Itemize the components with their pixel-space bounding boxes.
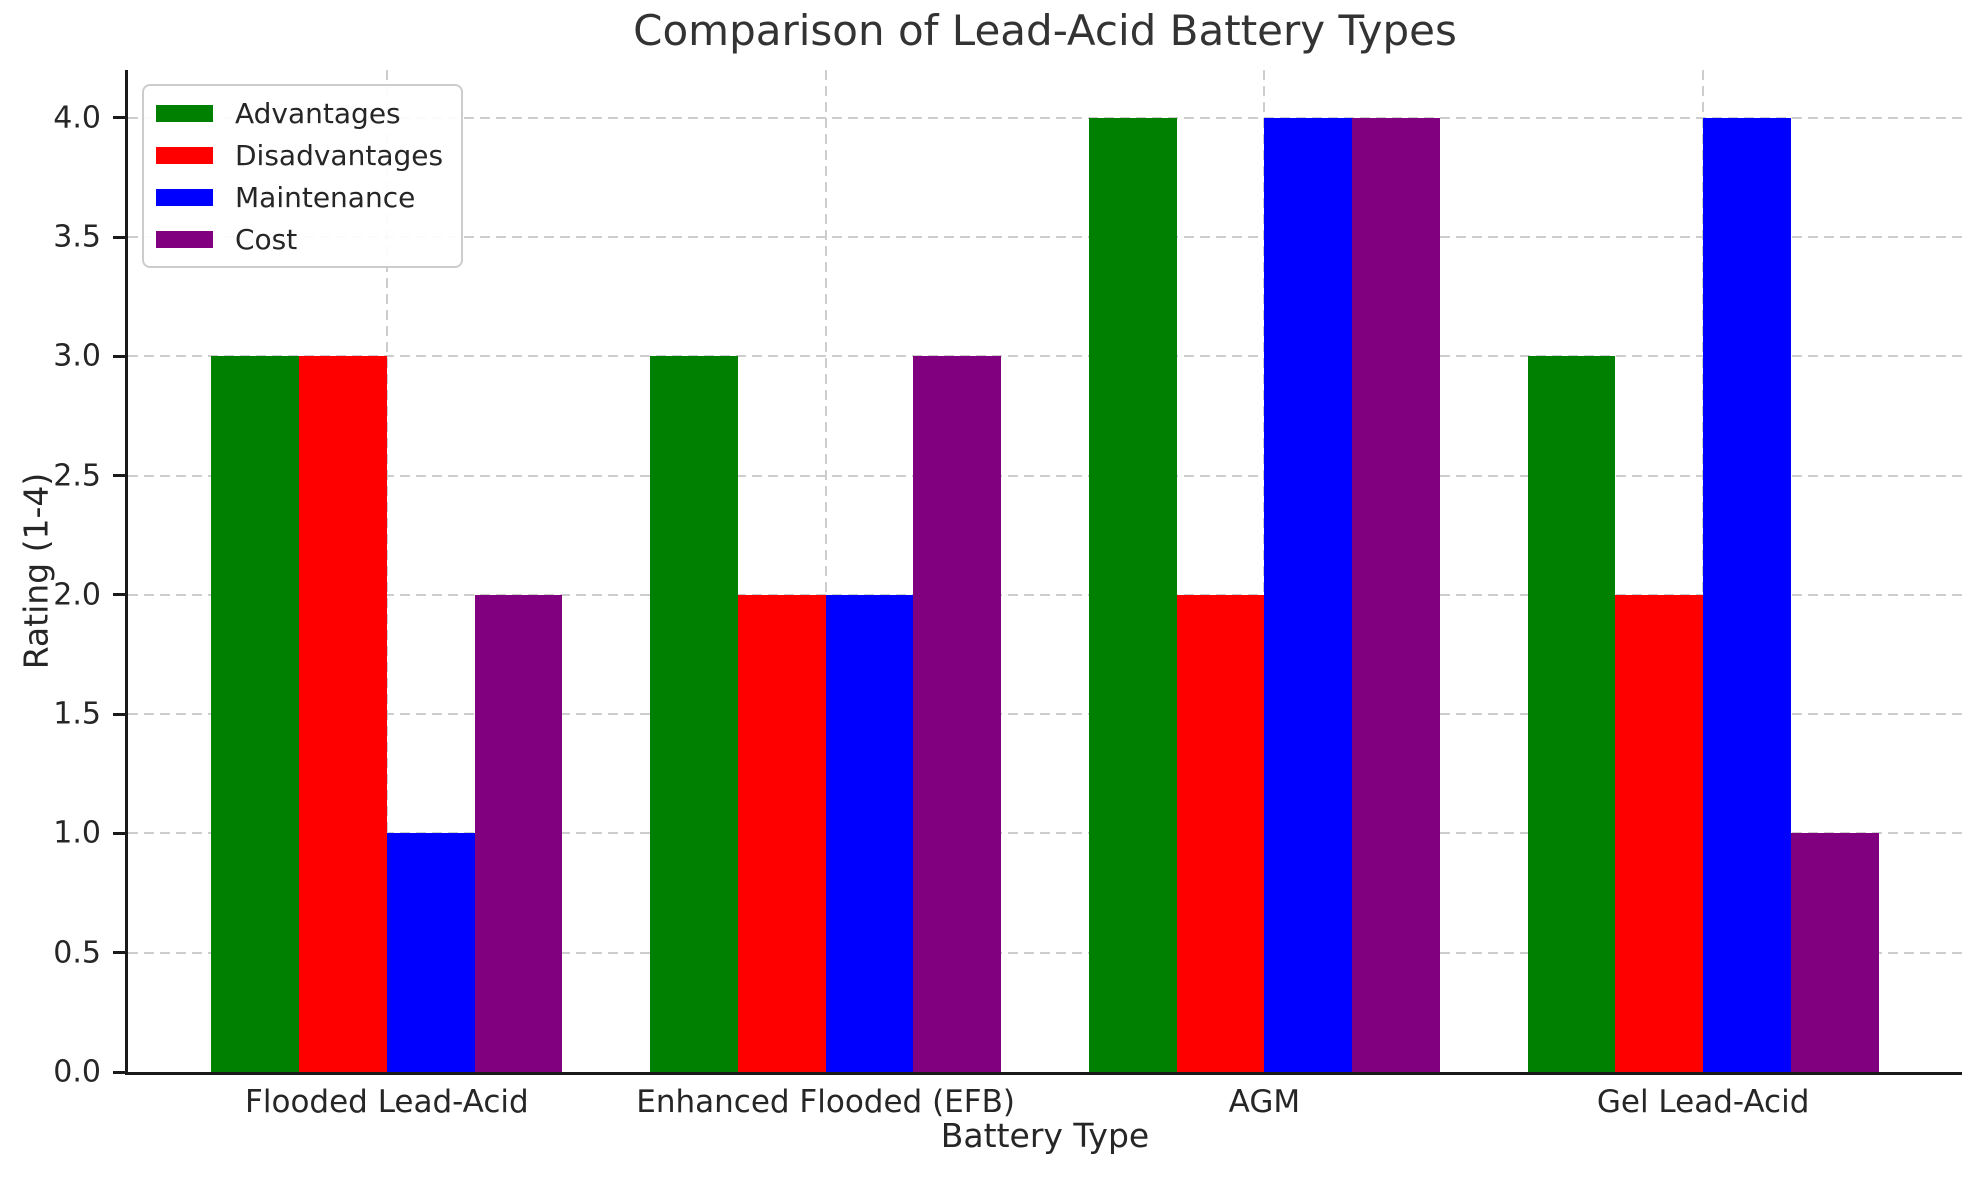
- bar-cost-enhanced-flooded-efb: [913, 356, 1002, 1072]
- y-gridline: [128, 116, 1962, 119]
- y-tick: [113, 831, 125, 835]
- x-category-label: Gel Lead-Acid: [1596, 1084, 1810, 1120]
- bar-cost-gel-lead-acid: [1790, 833, 1879, 1072]
- y-gridline: [128, 832, 1962, 835]
- y-tick-label: 3.5: [53, 219, 101, 255]
- bar-maintenance-agm: [1264, 117, 1353, 1072]
- y-gridline: [128, 355, 1962, 358]
- x-category-label: Flooded Lead-Acid: [245, 1084, 529, 1120]
- y-gridline: [128, 593, 1962, 596]
- y-gridline: [128, 713, 1962, 716]
- legend-item-cost: Cost: [156, 222, 443, 256]
- y-tick-label: 2.0: [53, 577, 101, 613]
- bar-advantages-enhanced-flooded-efb: [650, 356, 738, 1072]
- legend-swatch-icon: [156, 230, 213, 248]
- y-tick: [113, 593, 125, 597]
- plot-area: Advantages Disadvantages Maintenance Cost 0…: [53, 70, 1962, 1120]
- bar-cost-flooded-lead-acid: [474, 594, 563, 1072]
- x-category-label: AGM: [1228, 1084, 1301, 1120]
- y-tick: [113, 712, 125, 716]
- bar-advantages-flooded-lead-acid: [211, 356, 300, 1072]
- bar-maintenance-gel-lead-acid: [1703, 117, 1791, 1072]
- bar-disadvantages-gel-lead-acid: [1615, 594, 1704, 1072]
- legend-swatch-icon: [156, 188, 213, 206]
- y-tick-label: 4.0: [53, 100, 101, 136]
- bar-maintenance-enhanced-flooded-efb: [825, 594, 914, 1072]
- legend-label: Disadvantages: [235, 138, 444, 172]
- y-tick-label: 0.0: [53, 1054, 101, 1090]
- legend-item-advantages: Advantages: [156, 96, 443, 130]
- bar-cost-agm: [1352, 117, 1440, 1072]
- bar-maintenance-flooded-lead-acid: [386, 833, 475, 1072]
- legend-label: Cost: [235, 222, 298, 256]
- y-gridline: [128, 474, 1962, 477]
- y-tick: [113, 235, 125, 239]
- bar-disadvantages-flooded-lead-acid: [299, 356, 387, 1072]
- bar-advantages-agm: [1088, 117, 1177, 1072]
- y-tick: [113, 474, 125, 478]
- y-tick: [113, 354, 125, 358]
- y-tick-label: 1.5: [53, 696, 101, 732]
- y-tick: [113, 1070, 125, 1074]
- legend-swatch-icon: [156, 104, 213, 122]
- bar-advantages-gel-lead-acid: [1527, 356, 1616, 1072]
- legend: Advantages Disadvantages Maintenance Cost: [142, 84, 464, 268]
- y-gridline: [128, 951, 1962, 954]
- x-gridline: [824, 70, 827, 1072]
- bar-disadvantages-enhanced-flooded-efb: [737, 594, 826, 1072]
- legend-swatch-icon: [156, 146, 213, 164]
- legend-label: Advantages: [235, 96, 401, 130]
- chart-title: Comparison of Lead-Acid Battery Types: [633, 6, 1457, 55]
- x-category-label: Enhanced Flooded (EFB): [636, 1084, 1015, 1120]
- legend-label: Maintenance: [235, 180, 416, 214]
- x-gridline: [385, 70, 388, 1072]
- y-tick: [113, 951, 125, 955]
- x-axis-label: Battery Type: [940, 1116, 1150, 1155]
- y-tick-label: 2.5: [53, 458, 101, 494]
- y-tick-label: 3.0: [53, 338, 101, 374]
- y-tick-label: 0.5: [53, 935, 101, 971]
- legend-item-maintenance: Maintenance: [156, 180, 443, 214]
- y-tick: [113, 116, 125, 120]
- legend-item-disadvantages: Disadvantages: [156, 138, 443, 172]
- y-tick-label: 1.0: [53, 815, 101, 851]
- y-gridline: [128, 236, 1962, 238]
- bar-disadvantages-agm: [1176, 594, 1265, 1072]
- y-axis-label: Rating (1-4): [16, 472, 56, 670]
